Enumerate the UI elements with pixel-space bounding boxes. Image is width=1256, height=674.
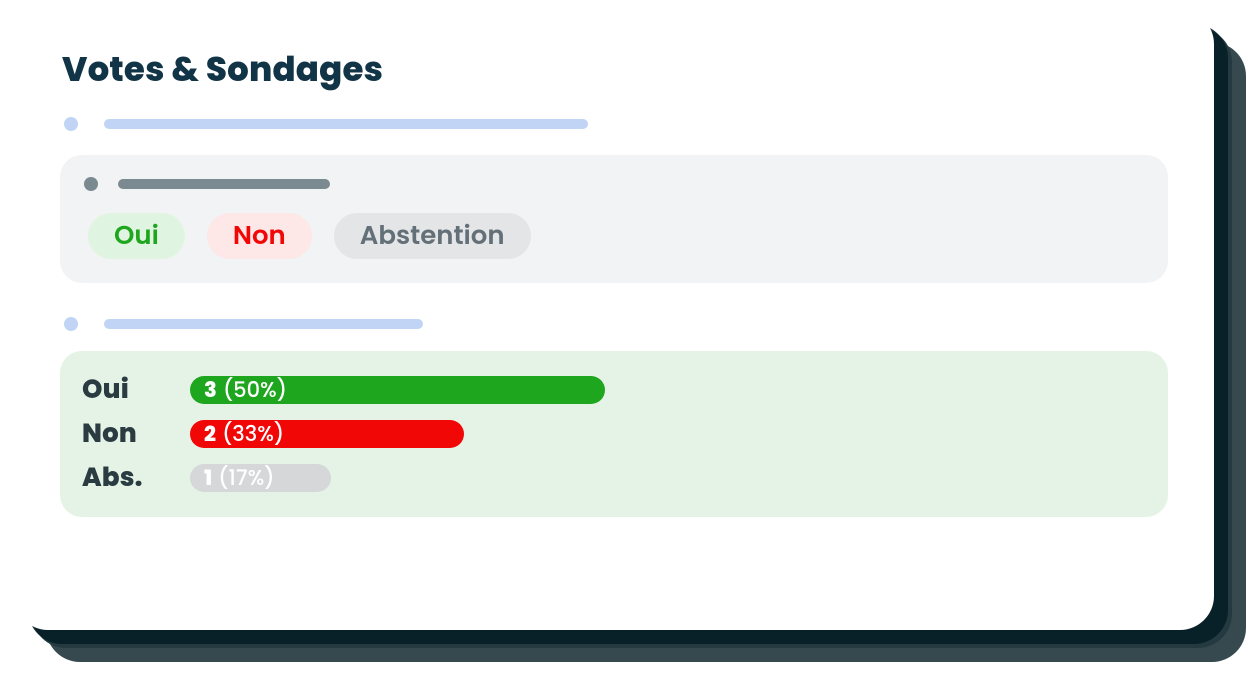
result-pct: (33%) (222, 419, 284, 450)
vote-no-button[interactable]: Non (207, 213, 312, 259)
result-count: 3 (204, 375, 217, 406)
result-pct: (50%) (223, 375, 287, 406)
result-count: 2 (204, 419, 216, 450)
result-bar: 3(50%) (190, 376, 605, 404)
bullet-icon (64, 117, 78, 131)
vote-abstain-button[interactable]: Abstention (334, 213, 531, 259)
skeleton-line (118, 179, 330, 189)
result-label: Oui (82, 377, 172, 403)
result-label: Non (82, 421, 172, 447)
result-bar: 1(17%) (190, 464, 331, 492)
vote-yes-button[interactable]: Oui (88, 213, 185, 259)
skeleton-line (104, 119, 588, 129)
page-title: Votes & Sondages (62, 44, 1168, 95)
bullet-icon (84, 177, 98, 191)
result-row-abs: Abs. 1(17%) (82, 461, 1146, 495)
result-bar: 2(33%) (190, 420, 464, 448)
result-label: Abs. (82, 465, 172, 491)
votes-card: Votes & Sondages Oui Non Abstention (14, 10, 1214, 630)
vote-options: Oui Non Abstention (84, 213, 1144, 259)
result-row-oui: Oui 3(50%) (82, 373, 1146, 407)
active-ballot: Oui Non Abstention (60, 155, 1168, 283)
results-panel: Oui 3(50%) Non 2(33%) Abs. 1(17%) (60, 351, 1168, 517)
bullet-icon (64, 317, 78, 331)
result-row-non: Non 2(33%) (82, 417, 1146, 451)
result-count: 1 (204, 463, 212, 494)
result-pct: (17%) (218, 463, 274, 494)
poll-item-placeholder-1 (60, 117, 1168, 131)
poll-item-placeholder-2 (60, 317, 1168, 331)
skeleton-line (104, 319, 423, 329)
